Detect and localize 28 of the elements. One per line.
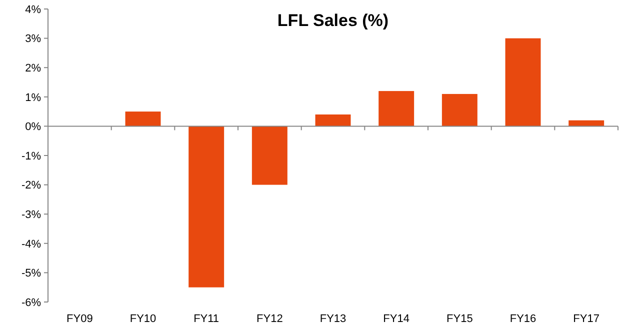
y-tick-label: 1% (25, 92, 42, 104)
bar (125, 112, 161, 126)
y-tick-label: -3% (21, 208, 42, 221)
x-tick-label: FY12 (256, 313, 283, 325)
y-tick-label: -6% (21, 296, 42, 309)
y-tick-label: 4% (25, 4, 42, 16)
bar (315, 114, 351, 126)
x-tick-label: FY09 (66, 313, 93, 325)
y-tick-label: 2% (25, 62, 42, 74)
x-tick-label: FY11 (194, 313, 220, 325)
x-tick-label: FY13 (320, 313, 346, 325)
chart-title: LFL Sales (%) (277, 11, 389, 30)
x-tick-label: FY15 (446, 313, 473, 325)
bar (442, 94, 478, 126)
y-tick-label: -2% (21, 180, 42, 192)
bar (505, 38, 541, 126)
x-tick-label: FY10 (130, 313, 156, 325)
bar (252, 126, 288, 185)
y-tick-label: 3% (25, 33, 42, 46)
x-tick-label: FY14 (383, 313, 410, 325)
y-tick-label: 0% (25, 121, 42, 134)
y-tick-label: -5% (21, 268, 42, 280)
bar (378, 91, 414, 126)
x-tick-label: FY16 (510, 313, 536, 325)
x-tick-label: FY17 (573, 313, 600, 325)
y-tick-label: -4% (21, 238, 42, 250)
bar (188, 126, 224, 288)
y-tick-label: -1% (21, 150, 42, 162)
